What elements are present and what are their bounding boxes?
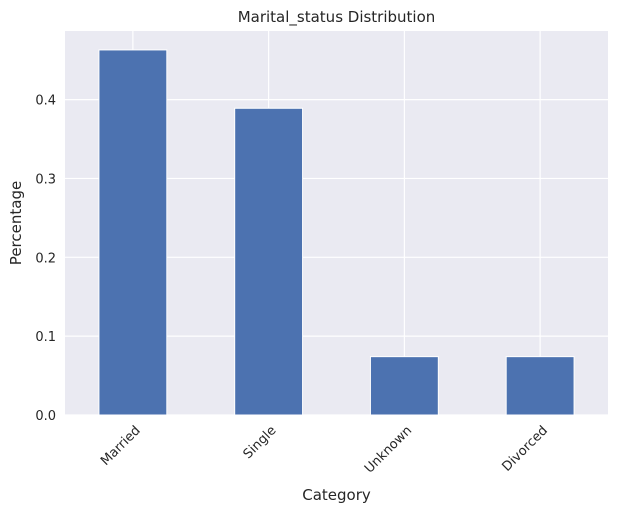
y-tick-label: 0.3 [35, 172, 56, 187]
y-axis-label: Percentage [7, 181, 25, 265]
bar-married [98, 49, 168, 416]
bar-unknown [369, 356, 439, 416]
bar-single [234, 107, 304, 416]
y-tick-label: 0.0 [35, 409, 56, 424]
y-tick-label: 0.4 [35, 94, 56, 109]
y-tick-label: 0.2 [35, 251, 56, 266]
x-tick-label: Divorced [500, 423, 551, 474]
y-tick-labels: 0.0 0.1 0.2 0.3 0.4 [35, 94, 56, 424]
y-tick-label: 0.1 [35, 330, 56, 345]
x-tick-label: Unknown [362, 423, 415, 476]
bar-divorced [505, 356, 575, 416]
chart-title: Marital_status Distribution [238, 8, 436, 27]
bars [98, 49, 575, 416]
x-axis-label: Category [302, 486, 371, 504]
x-tick-label: Single [241, 423, 280, 462]
x-tick-labels: Married Single Unknown Divorced [98, 423, 551, 476]
x-tick-label: Married [98, 423, 144, 469]
